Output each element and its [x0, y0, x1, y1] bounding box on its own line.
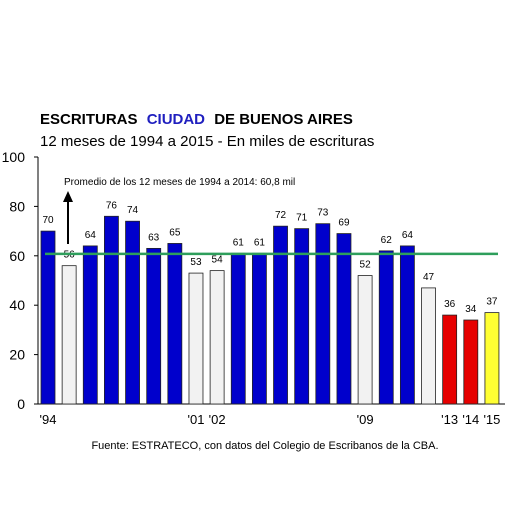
bar — [209, 270, 225, 405]
bar — [484, 312, 500, 405]
bar — [104, 215, 119, 405]
bar — [230, 252, 246, 405]
bar — [146, 247, 162, 405]
y-tick-label: 100 — [2, 149, 26, 165]
bar — [463, 319, 479, 405]
bar — [336, 233, 352, 405]
title-part: DE BUENOS AIRES — [214, 111, 353, 128]
y-tick-label: 80 — [9, 198, 25, 214]
data-label: 36 — [444, 299, 456, 310]
data-label: 65 — [169, 227, 181, 238]
x-tick-label: '01 — [188, 412, 205, 427]
bar — [40, 230, 56, 405]
data-label: 71 — [296, 213, 308, 224]
data-label: 54 — [212, 255, 224, 266]
data-label: 73 — [317, 208, 329, 219]
bar — [273, 225, 288, 405]
data-label: 53 — [190, 257, 202, 268]
x-tick-label: '09 — [357, 412, 374, 427]
data-label: 74 — [127, 205, 139, 216]
y-tick-label: 20 — [9, 347, 25, 363]
source: Fuente: ESTRATECO, con datos del Colegio… — [91, 440, 438, 452]
title-part: ESCRITURAS — [40, 111, 138, 128]
annotation: Promedio de los 12 meses de 1994 a 2014:… — [64, 177, 295, 188]
data-label: 62 — [381, 235, 393, 246]
bar — [421, 287, 436, 405]
data-label: 52 — [360, 260, 372, 271]
data-label: 64 — [85, 230, 97, 241]
bar — [82, 245, 98, 405]
x-tick-label: '13 — [441, 412, 458, 427]
x-tick-label: '02 — [209, 412, 226, 427]
y-tick-label: 60 — [9, 248, 25, 264]
data-label: 64 — [402, 230, 414, 241]
data-label: 47 — [423, 272, 435, 283]
bar — [399, 245, 415, 405]
bar — [315, 223, 331, 405]
x-tick-label: '94 — [40, 412, 57, 427]
data-label: 69 — [338, 218, 350, 229]
data-label: 56 — [64, 250, 76, 261]
data-label: 61 — [254, 237, 266, 248]
y-tick-label: 40 — [9, 297, 25, 313]
data-label: 34 — [465, 304, 477, 315]
annotation-arrowhead — [63, 191, 73, 202]
bar — [61, 265, 77, 405]
chart-title: ESCRITURAS CIUDAD DE BUENOS AIRES — [40, 111, 353, 128]
bar — [125, 220, 140, 405]
data-label: 61 — [233, 237, 245, 248]
x-tick-label: '14 — [462, 412, 479, 427]
bar — [251, 252, 267, 405]
bar — [357, 275, 373, 405]
bar — [442, 314, 458, 405]
title-part: CIUDAD — [147, 111, 205, 128]
bar — [167, 243, 183, 405]
x-tick-label: '15 — [483, 412, 500, 427]
data-label: 72 — [275, 210, 287, 221]
y-tick-label: 0 — [17, 396, 25, 412]
subtitle: 12 meses de 1994 a 2015 - En miles de es… — [40, 133, 374, 150]
bar — [378, 250, 394, 405]
data-label: 76 — [106, 200, 118, 211]
bar — [188, 272, 204, 405]
data-label: 70 — [42, 215, 54, 226]
data-label: 37 — [486, 297, 498, 308]
bar — [294, 228, 310, 405]
data-label: 63 — [148, 232, 160, 243]
